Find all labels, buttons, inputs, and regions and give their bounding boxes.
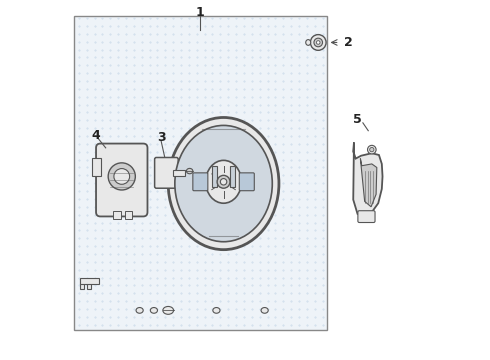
Polygon shape [360, 158, 377, 207]
Circle shape [217, 175, 230, 188]
Ellipse shape [175, 125, 272, 242]
Ellipse shape [150, 307, 157, 313]
Text: 4: 4 [91, 129, 100, 142]
Text: 1: 1 [196, 6, 205, 19]
Bar [74, 16, 327, 330]
Polygon shape [353, 143, 383, 217]
FancyBboxPatch shape [96, 144, 147, 216]
FancyBboxPatch shape [193, 173, 208, 191]
Ellipse shape [163, 306, 173, 314]
Bar [93, 158, 101, 176]
Ellipse shape [306, 40, 311, 45]
Text: 2: 2 [344, 36, 353, 49]
Bar [124, 211, 132, 219]
Circle shape [317, 41, 320, 44]
FancyBboxPatch shape [239, 173, 254, 191]
Bar [212, 166, 218, 187]
FancyBboxPatch shape [358, 211, 375, 222]
Ellipse shape [206, 160, 242, 203]
Bar [87, 279, 92, 289]
Circle shape [108, 163, 135, 190]
Ellipse shape [213, 307, 220, 313]
Circle shape [368, 145, 376, 154]
Ellipse shape [261, 307, 268, 313]
Circle shape [310, 35, 326, 50]
Text: 3: 3 [157, 131, 165, 144]
Circle shape [314, 38, 322, 47]
Text: 5: 5 [353, 113, 362, 126]
Ellipse shape [168, 117, 279, 249]
FancyBboxPatch shape [155, 157, 178, 188]
Ellipse shape [136, 307, 143, 313]
Circle shape [114, 168, 130, 184]
Bar [113, 211, 121, 219]
Circle shape [220, 179, 227, 185]
Bar [173, 170, 185, 176]
Circle shape [369, 148, 374, 152]
Bar [80, 278, 98, 284]
Bar [230, 166, 235, 187]
Ellipse shape [186, 168, 193, 174]
Bar [80, 279, 84, 289]
